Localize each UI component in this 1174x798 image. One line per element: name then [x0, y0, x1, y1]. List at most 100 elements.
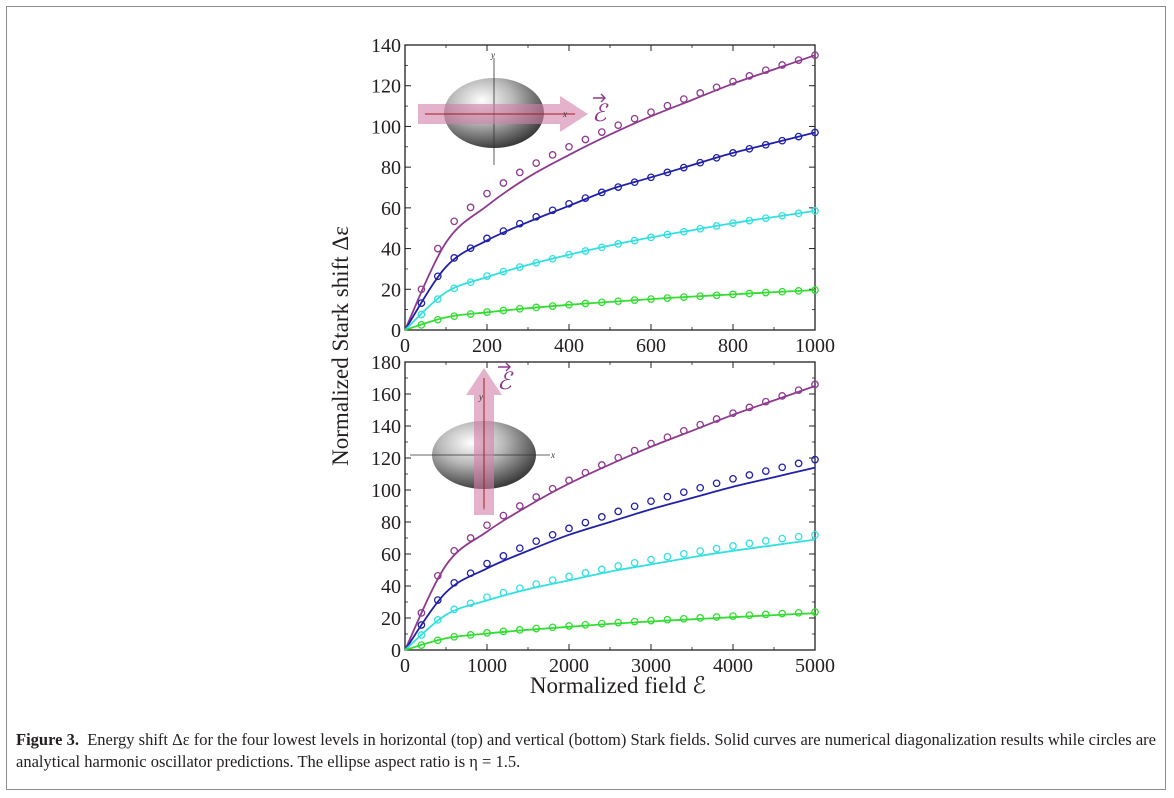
y-tick-label: 160: [371, 384, 401, 406]
purple-analytical-point: [745, 72, 754, 80]
cyan-analytical-point: [712, 222, 721, 230]
purple-analytical-point: [614, 121, 623, 130]
top-series: [404, 51, 819, 331]
purple-analytical-point: [630, 446, 639, 455]
cyan-analytical-point: [597, 243, 606, 252]
blue-analytical-point: [630, 178, 639, 187]
figure-frame: [6, 6, 1166, 790]
blue-analytical-point: [761, 467, 770, 475]
field-vector-label: ℰ: [497, 369, 514, 395]
cyan-analytical-point: [483, 272, 491, 280]
purple-analytical-point: [794, 386, 803, 395]
blue-analytical-point: [745, 471, 754, 479]
blue-analytical-point: [794, 132, 803, 141]
purple-analytical-point: [581, 135, 590, 144]
cyan-analytical-point: [433, 616, 442, 624]
green-analytical-point: [433, 636, 442, 645]
green-analytical-point: [597, 298, 606, 307]
cyan-analytical-point: [663, 552, 672, 561]
ellipse-with-vertical-field-arrow-icon: x y ℰ: [410, 362, 555, 515]
cyan-analytical-point: [794, 532, 803, 541]
blue-analytical-point: [581, 518, 590, 527]
green-analytical-point: [761, 610, 770, 619]
purple-analytical-point: [778, 392, 787, 400]
green-analytical-point: [548, 623, 557, 632]
x-tick-label: 800: [718, 335, 748, 357]
cyan-analytical-point: [532, 580, 541, 588]
cyan-analytical-point: [532, 258, 541, 267]
cyan-analytical-point: [778, 534, 787, 543]
x-tick-label: 400: [554, 335, 584, 357]
cyan-analytical-point: [417, 631, 426, 639]
purple-analytical-point: [548, 151, 557, 159]
y-axis-label: Normalized Stark shift Δε: [328, 226, 353, 466]
cyan-analytical-point: [581, 247, 590, 255]
cyan-analytical-point: [499, 267, 508, 276]
purple-analytical-point: [696, 89, 705, 97]
blue-analytical-point: [745, 144, 754, 153]
purple-analytical-point: [811, 51, 819, 60]
caption-text: Energy shift Δε for the four lowest leve…: [16, 730, 1156, 771]
blue-analytical-point: [647, 173, 655, 182]
x-tick-label: 4000: [713, 655, 753, 677]
blue-analytical-point: [483, 234, 491, 243]
purple-analytical-point: [745, 403, 754, 412]
purple-analytical-point: [663, 101, 672, 110]
blue-analytical-point: [811, 455, 819, 464]
purple-analytical-point: [712, 83, 721, 92]
y-tick-label: 40: [381, 239, 401, 261]
blue-analytical-point: [433, 596, 442, 604]
y-tick-label: 120: [371, 76, 401, 98]
green-analytical-point: [450, 632, 459, 641]
green-analytical-point: [499, 627, 508, 636]
x-tick-label: 2000: [549, 655, 589, 677]
blue-analytical-point: [696, 483, 705, 492]
blue-analytical-point: [811, 128, 819, 137]
purple-analytical-point: [483, 189, 491, 198]
purple-analytical-point: [433, 244, 442, 253]
blue-analytical-point: [417, 621, 426, 629]
green-analytical-point: [679, 614, 688, 623]
blue-analytical-point: [647, 497, 655, 506]
purple-analytical-point: [417, 609, 426, 617]
cyan-analytical-point: [794, 209, 803, 218]
green-analytical-point: [729, 290, 737, 299]
blue-analytical-point: [433, 272, 442, 281]
cyan-analytical-point: [663, 230, 672, 239]
green-analytical-point: [794, 287, 803, 295]
blue-analytical-point: [778, 136, 787, 145]
cyan-analytical-point: [565, 572, 573, 581]
green-analytical-point: [811, 286, 819, 294]
blue-analytical-point: [761, 140, 770, 149]
caption-label: Figure 3.: [16, 730, 79, 749]
green-analytical-point: [499, 306, 508, 315]
x-tick-label: 3000: [631, 655, 671, 677]
top-axis-ticks: 0 20 40 60 80 100 120 140 0 200 400 600 800 1000: [371, 35, 835, 357]
y-tick-label: 80: [381, 157, 401, 179]
blue-analytical-point: [417, 299, 426, 307]
green-analytical-point: [548, 302, 557, 310]
cyan-analytical-point: [466, 599, 475, 608]
cyan-analytical-point: [581, 569, 590, 577]
cyan-analytical-point: [729, 219, 737, 227]
cyan-analytical-point: [679, 227, 688, 236]
purple-analytical-point: [417, 285, 426, 294]
ellipse-with-horizontal-field-arrow-icon: x y ℰ: [418, 50, 609, 165]
blue-analytical-point: [729, 149, 737, 157]
field-vector-label: ℰ: [592, 101, 609, 127]
blue-analytical-point: [499, 552, 508, 560]
cyan-analytical-point: [548, 576, 557, 585]
green-analytical-point: [532, 624, 541, 633]
purple-analytical-point: [532, 159, 541, 167]
blue-analytical-point: [450, 578, 459, 587]
green-analytical-point: [466, 310, 475, 318]
blue-analytical-point: [729, 474, 737, 483]
y-tick-label: 0: [391, 640, 401, 662]
cyan-analytical-point: [811, 207, 819, 215]
green-analytical-point: [630, 296, 639, 304]
cyan-analytical-point: [515, 263, 524, 271]
y-tick-label: 100: [371, 116, 401, 138]
x-tick-label: 1000: [467, 655, 507, 677]
purple-analytical-point: [450, 546, 459, 555]
